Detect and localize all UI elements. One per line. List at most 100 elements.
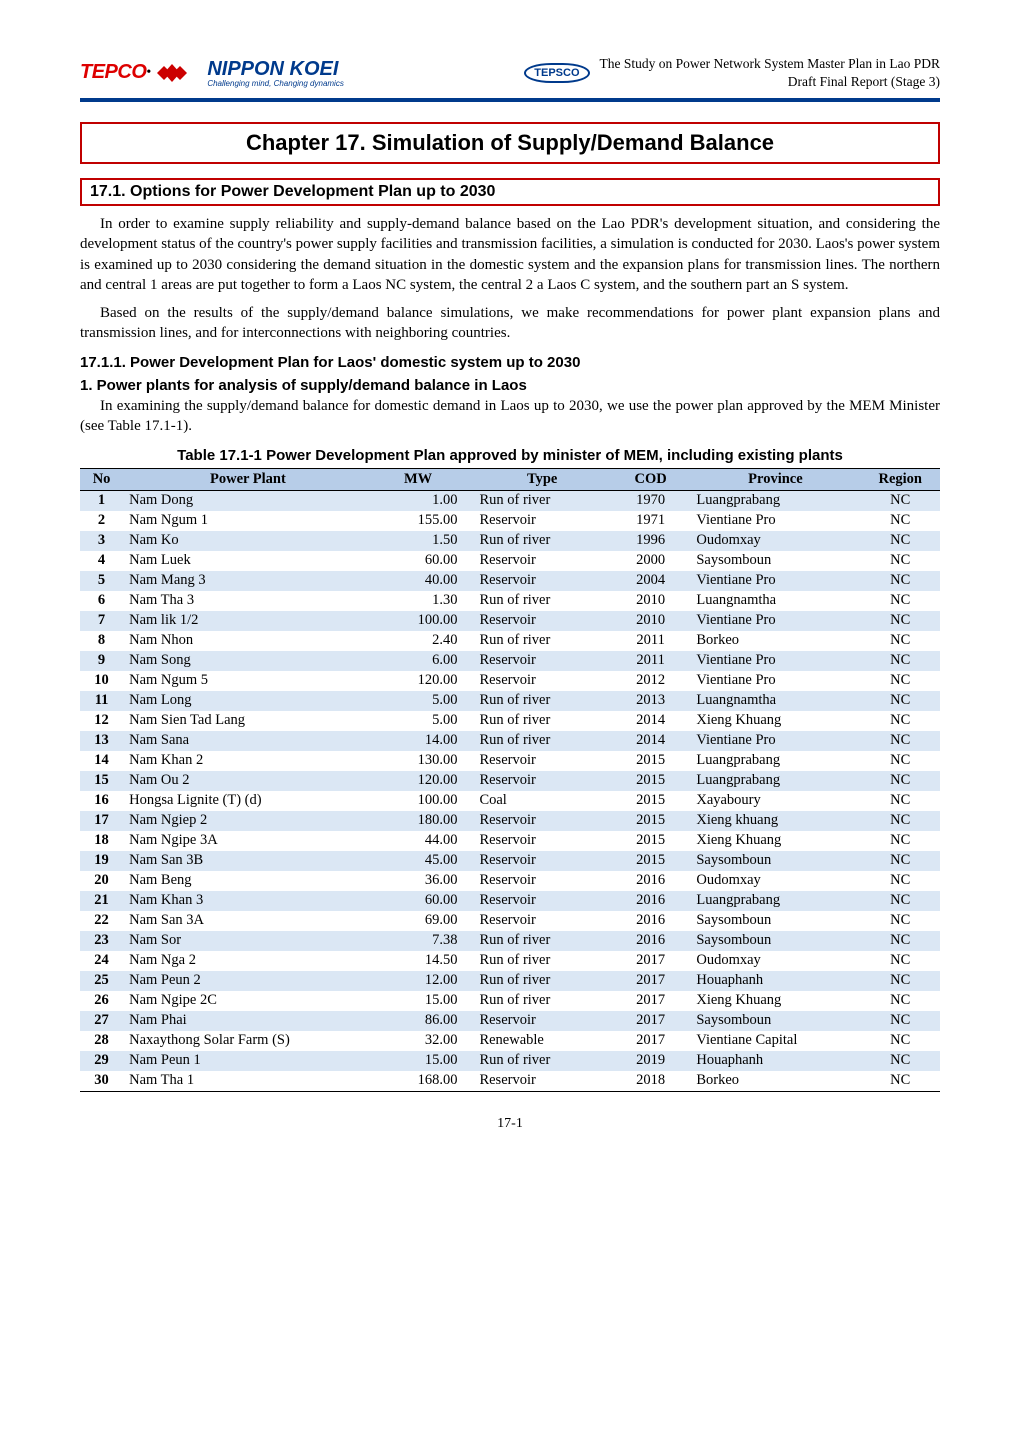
- nippon-logo: NIPPON KOEI Challenging mind, Changing d…: [207, 58, 344, 88]
- table-row: 8Nam Nhon2.40Run of river2011BorkeoNC: [80, 631, 940, 651]
- table-cell: 14: [80, 751, 123, 771]
- table-cell: 15.00: [373, 991, 464, 1011]
- table-cell: NC: [861, 971, 940, 991]
- table-cell: Reservoir: [463, 651, 610, 671]
- table-cell: 45.00: [373, 851, 464, 871]
- table-cell: Oudomxay: [690, 951, 860, 971]
- table-cell: 1970: [611, 490, 690, 511]
- table-cell: Reservoir: [463, 571, 610, 591]
- table-cell: NC: [861, 991, 940, 1011]
- paragraph-1: In order to examine supply reliability a…: [80, 214, 940, 295]
- table-row: 16Hongsa Lignite (T) (d)100.00Coal2015Xa…: [80, 791, 940, 811]
- th-no: No: [80, 468, 123, 490]
- table-cell: Vientiane Pro: [690, 611, 860, 631]
- table-row: 15Nam Ou 2120.00Reservoir2015Luangpraban…: [80, 771, 940, 791]
- table-cell: 29: [80, 1051, 123, 1071]
- table-cell: 12: [80, 711, 123, 731]
- table-cell: 100.00: [373, 791, 464, 811]
- tepco-diamond-icon: [155, 60, 189, 86]
- table-cell: NC: [861, 951, 940, 971]
- table-cell: 180.00: [373, 811, 464, 831]
- table-cell: Reservoir: [463, 1071, 610, 1092]
- table-cell: Run of river: [463, 1051, 610, 1071]
- th-reg: Region: [861, 468, 940, 490]
- table-cell: 5.00: [373, 691, 464, 711]
- th-prov: Province: [690, 468, 860, 490]
- table-cell: 2017: [611, 991, 690, 1011]
- table-cell: 24: [80, 951, 123, 971]
- table-cell: Run of river: [463, 531, 610, 551]
- table-cell: 86.00: [373, 1011, 464, 1031]
- table-cell: 21: [80, 891, 123, 911]
- chapter-box: Chapter 17. Simulation of Supply/Demand …: [80, 122, 940, 164]
- table-row: 19Nam San 3B45.00Reservoir2015Saysomboun…: [80, 851, 940, 871]
- table-cell: 14.50: [373, 951, 464, 971]
- header-title-line2: Draft Final Report (Stage 3): [600, 73, 940, 91]
- tepco-logo: TEPCO •: [80, 60, 189, 86]
- table-cell: Reservoir: [463, 771, 610, 791]
- table-row: 1Nam Dong1.00Run of river1970Luangpraban…: [80, 490, 940, 511]
- section-box: 17.1. Options for Power Development Plan…: [80, 178, 940, 206]
- table-cell: 7.38: [373, 931, 464, 951]
- table-cell: NC: [861, 551, 940, 571]
- paragraph-2: Based on the results of the supply/deman…: [80, 303, 940, 344]
- table-cell: 7: [80, 611, 123, 631]
- subsection-title: 17.1.1. Power Development Plan for Laos'…: [80, 354, 940, 371]
- table-cell: Reservoir: [463, 911, 610, 931]
- table-header-row: No Power Plant MW Type COD Province Regi…: [80, 468, 940, 490]
- table-cell: Nam Beng: [123, 871, 373, 891]
- table-cell: 2: [80, 511, 123, 531]
- table-cell: Run of river: [463, 991, 610, 1011]
- table-cell: Reservoir: [463, 671, 610, 691]
- table-cell: Nam Khan 2: [123, 751, 373, 771]
- table-cell: 22: [80, 911, 123, 931]
- table-cell: NC: [861, 731, 940, 751]
- header-right: TEPSCO The Study on Power Network System…: [524, 55, 940, 90]
- table-cell: 5.00: [373, 711, 464, 731]
- table-cell: Reservoir: [463, 851, 610, 871]
- table-cell: NC: [861, 831, 940, 851]
- table-cell: Run of river: [463, 631, 610, 651]
- table-cell: 2014: [611, 731, 690, 751]
- table-cell: Saysomboun: [690, 1011, 860, 1031]
- table-cell: NC: [861, 671, 940, 691]
- table-cell: Borkeo: [690, 1071, 860, 1092]
- table-cell: 19: [80, 851, 123, 871]
- table-cell: 2015: [611, 791, 690, 811]
- table-cell: Run of river: [463, 731, 610, 751]
- table-cell: NC: [861, 611, 940, 631]
- table-cell: 2015: [611, 771, 690, 791]
- document-header: TEPCO • NIPPON KOEI Challenging mind, Ch…: [80, 55, 940, 96]
- table-cell: 14.00: [373, 731, 464, 751]
- th-mw: MW: [373, 468, 464, 490]
- nippon-text: NIPPON KOEI: [207, 58, 338, 80]
- table-cell: NC: [861, 851, 940, 871]
- table-cell: Nam San 3B: [123, 851, 373, 871]
- table-cell: 60.00: [373, 551, 464, 571]
- table-cell: Nam Peun 1: [123, 1051, 373, 1071]
- table-cell: Reservoir: [463, 611, 610, 631]
- table-cell: 2010: [611, 591, 690, 611]
- table-cell: Naxaythong Solar Farm (S): [123, 1031, 373, 1051]
- table-cell: 2013: [611, 691, 690, 711]
- table-cell: 1996: [611, 531, 690, 551]
- table-body: 1Nam Dong1.00Run of river1970Luangpraban…: [80, 490, 940, 1091]
- table-row: 2Nam Ngum 1155.00Reservoir1971Vientiane …: [80, 511, 940, 531]
- table-cell: 1.00: [373, 490, 464, 511]
- table-cell: 13: [80, 731, 123, 751]
- table-cell: NC: [861, 651, 940, 671]
- th-type: Type: [463, 468, 610, 490]
- tepco-dot-icon: •: [146, 65, 151, 81]
- table-cell: NC: [861, 911, 940, 931]
- table-cell: Nam Ngiep 2: [123, 811, 373, 831]
- table-cell: 4: [80, 551, 123, 571]
- table-cell: 10: [80, 671, 123, 691]
- th-cod: COD: [611, 468, 690, 490]
- table-row: 4Nam Luek60.00Reservoir2000SaysombounNC: [80, 551, 940, 571]
- th-plant: Power Plant: [123, 468, 373, 490]
- table-cell: Luangprabang: [690, 771, 860, 791]
- table-cell: Run of river: [463, 711, 610, 731]
- table-cell: Nam Mang 3: [123, 571, 373, 591]
- table-cell: Nam Song: [123, 651, 373, 671]
- table-cell: Reservoir: [463, 891, 610, 911]
